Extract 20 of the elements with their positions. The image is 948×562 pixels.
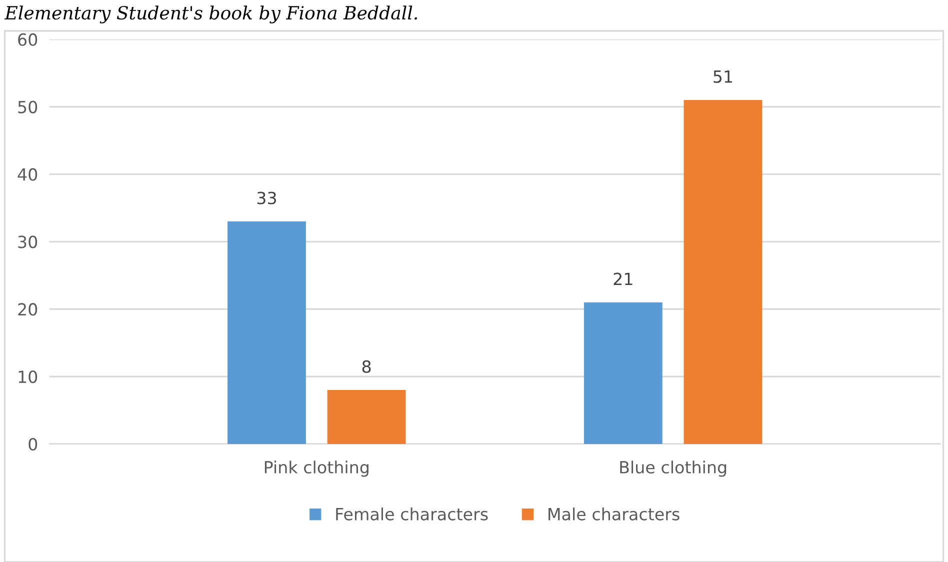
y-tick-label: 20 <box>18 303 38 316</box>
data-label: 51 <box>714 70 732 83</box>
y-tick-label: 40 <box>18 168 38 181</box>
x-tick-label: Pink clothing <box>264 460 368 477</box>
data-label: 21 <box>614 272 632 285</box>
y-tick-label: 60 <box>18 33 38 46</box>
legend-label: Female characters <box>336 508 488 520</box>
data-label: 8 <box>362 360 371 373</box>
text: Elementary Student's book by Fiona Beddall. <box>4 6 417 24</box>
x-tick-label: Blue clothing <box>620 460 726 477</box>
y-tick-label: 50 <box>18 100 38 114</box>
bar <box>327 390 406 444</box>
y-tick-label: 0 <box>28 438 38 451</box>
data-label: 33 <box>257 192 276 204</box>
y-tick-label: 30 <box>18 236 38 248</box>
y-tick-label: 10 <box>18 370 38 384</box>
bar <box>228 221 306 444</box>
legend-label: Male characters <box>548 508 680 520</box>
bar <box>684 100 762 444</box>
bar <box>584 302 662 444</box>
